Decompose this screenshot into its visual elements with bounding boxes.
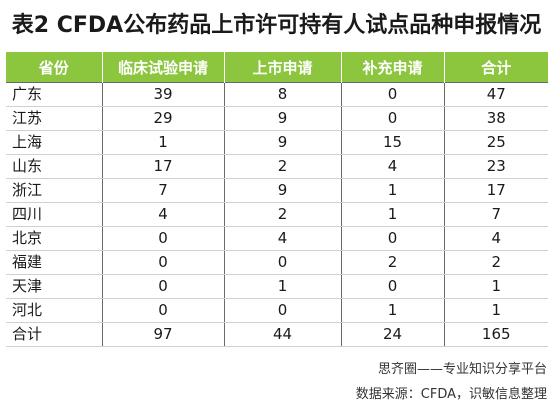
cell-total: 4	[443, 226, 548, 251]
cell-supplement: 4	[340, 154, 444, 179]
table-row: 江苏 29 9 0 38	[6, 106, 548, 131]
cell-total: 7	[443, 202, 548, 227]
cell-clinical-trial: 17	[101, 154, 224, 179]
cell-province: 北京	[6, 226, 102, 251]
cell-marketing: 0	[223, 298, 341, 323]
table-row: 河北 0 0 1 1	[6, 298, 548, 323]
cell-supplement: 1	[340, 202, 444, 227]
table-row: 山东 17 2 4 23	[6, 154, 548, 179]
cell-marketing: 9	[223, 130, 341, 155]
cell-total: 47	[443, 82, 548, 107]
cell-province: 合计	[6, 322, 102, 347]
cell-total: 17	[443, 178, 548, 203]
cell-province: 河北	[6, 298, 102, 323]
cell-province: 浙江	[6, 178, 102, 203]
cell-total: 23	[443, 154, 548, 179]
table-row: 福建 0 0 2 2	[6, 250, 548, 275]
cell-province: 福建	[6, 250, 102, 275]
cell-clinical-trial: 39	[101, 82, 224, 107]
footer-source: 数据来源：CFDA，识敏信息整理	[355, 387, 547, 402]
cell-supplement: 1	[340, 298, 444, 323]
cell-marketing: 1	[223, 274, 341, 299]
cell-clinical-trial: 29	[101, 106, 224, 131]
data-table: 省份 临床试验申请 上市申请 补充申请 合计 广东 39 8 0 47 江苏 29 9 0 38 上…	[6, 52, 548, 347]
cell-marketing: 4	[223, 226, 341, 251]
cell-supplement: 0	[340, 106, 444, 131]
cell-marketing: 9	[223, 178, 341, 203]
table-title: 表2 CFDA公布药品上市许可持有人试点品种申报情况	[11, 13, 542, 38]
cell-clinical-trial: 4	[101, 202, 224, 227]
cell-province: 四川	[6, 202, 102, 227]
cell-marketing: 2	[223, 202, 341, 227]
table-row: 广东 39 8 0 47	[6, 82, 548, 107]
table-row: 浙江 7 9 1 17	[6, 178, 548, 203]
cell-total: 1	[443, 298, 548, 323]
cell-marketing: 8	[223, 82, 341, 107]
cell-clinical-trial: 7	[101, 178, 224, 203]
column-header-clinical-trial: 临床试验申请	[101, 52, 224, 83]
column-header-province: 省份	[6, 52, 102, 83]
cell-clinical-trial: 1	[101, 130, 224, 155]
cell-supplement: 0	[340, 82, 444, 107]
cell-total: 2	[443, 250, 548, 275]
cell-marketing: 44	[223, 322, 341, 347]
cell-clinical-trial: 97	[101, 322, 224, 347]
cell-province: 山东	[6, 154, 102, 179]
cell-marketing: 2	[223, 154, 341, 179]
cell-marketing: 9	[223, 106, 341, 131]
cell-clinical-trial: 0	[101, 250, 224, 275]
column-header-marketing: 上市申请	[223, 52, 341, 83]
cell-total: 165	[443, 322, 548, 347]
cell-total: 1	[443, 274, 548, 299]
cell-supplement: 15	[340, 130, 444, 155]
cell-province: 广东	[6, 82, 102, 107]
cell-clinical-trial: 0	[101, 226, 224, 251]
cell-supplement: 1	[340, 178, 444, 203]
cell-marketing: 0	[223, 250, 341, 275]
cell-province: 江苏	[6, 106, 102, 131]
column-header-supplement: 补充申请	[340, 52, 444, 83]
footer-brand: 思齐圈——专业知识分享平台	[377, 362, 547, 377]
table-row: 天津 0 1 0 1	[6, 274, 548, 299]
table-total-row: 合计 97 44 24 165	[6, 322, 548, 347]
cell-clinical-trial: 0	[101, 274, 224, 299]
cell-total: 38	[443, 106, 548, 131]
table-row: 北京 0 4 0 4	[6, 226, 548, 251]
table-row: 四川 4 2 1 7	[6, 202, 548, 227]
cell-province: 天津	[6, 274, 102, 299]
cell-clinical-trial: 0	[101, 298, 224, 323]
table-row: 上海 1 9 15 25	[6, 130, 548, 155]
column-header-total: 合计	[443, 52, 548, 83]
cell-supplement: 0	[340, 226, 444, 251]
cell-total: 25	[443, 130, 548, 155]
cell-supplement: 24	[340, 322, 444, 347]
cell-supplement: 0	[340, 274, 444, 299]
cell-province: 上海	[6, 130, 102, 155]
table-header-row: 省份 临床试验申请 上市申请 补充申请 合计	[6, 52, 548, 83]
cell-supplement: 2	[340, 250, 444, 275]
